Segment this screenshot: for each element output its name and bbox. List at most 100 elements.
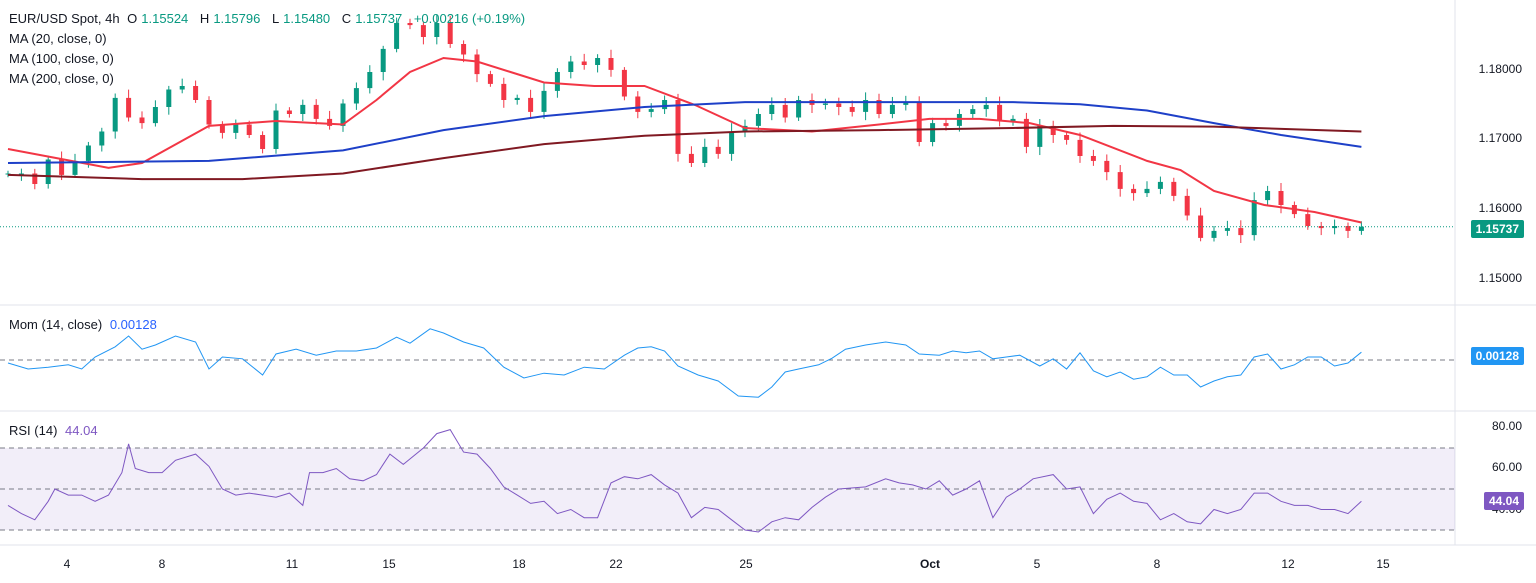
candle-body [1037, 125, 1043, 147]
candle-body [648, 109, 654, 112]
candle-body [407, 23, 413, 26]
candle-body [608, 58, 614, 70]
x-tick-11: 11 [285, 557, 299, 571]
candle-body [568, 61, 574, 72]
ma20-line [7, 56, 1362, 224]
candle-body [1064, 135, 1070, 140]
x-tick-25: 25 [739, 557, 753, 571]
candle-body [889, 104, 895, 114]
candle-body [139, 117, 145, 124]
candle-body [956, 114, 962, 126]
candle-body [621, 69, 627, 97]
momentum-value: 0.00128 [109, 317, 157, 332]
candle-body [903, 102, 909, 105]
candle-body [72, 160, 78, 175]
low-value: 1.15480 [283, 11, 331, 26]
rsi-legend[interactable]: RSI (14) 44.04 [9, 423, 102, 439]
candle-body [983, 104, 989, 110]
candle-body [179, 86, 185, 90]
candle-body [541, 90, 547, 112]
x-tick-18: 18 [512, 557, 526, 571]
candle-body [260, 135, 266, 149]
momentum-legend[interactable]: Mom (14, close) 0.00128 [9, 317, 161, 333]
candle-body [514, 97, 520, 100]
ma20-legend[interactable]: MA (20, close, 0) [9, 31, 107, 46]
x-tick-8: 8 [158, 557, 166, 571]
candle-body [863, 100, 869, 112]
candle-body [1171, 181, 1177, 196]
candle-body [286, 110, 292, 114]
candle-body [1104, 160, 1110, 173]
candle-body [461, 44, 467, 55]
candle-body [1144, 188, 1150, 194]
x-tick-oct: Oct [919, 557, 941, 571]
candle-body [5, 173, 11, 175]
rsi-line [7, 429, 1362, 533]
open-label: O [127, 11, 138, 26]
candle-body [1238, 228, 1244, 236]
candle-body [152, 107, 158, 124]
price-tick-4: 1.15000 [1478, 271, 1522, 285]
candle-body [447, 23, 453, 44]
candle-body [595, 58, 601, 65]
candle-body [166, 89, 172, 107]
price-tick-1: 1.18000 [1478, 62, 1522, 76]
open-value: 1.15524 [141, 11, 189, 26]
candle-body [353, 88, 359, 104]
candle-body [755, 114, 761, 126]
candle-body [688, 153, 694, 163]
candle-body [99, 131, 105, 146]
candle-body [822, 103, 828, 105]
candle-body [1224, 228, 1230, 231]
candle-body [1184, 195, 1190, 216]
candle-body [59, 159, 65, 175]
candle-body [1278, 191, 1284, 205]
price-tick-3: 1.16000 [1478, 201, 1522, 215]
candle-body [769, 104, 775, 114]
candle-body [380, 48, 386, 72]
ma200-legend[interactable]: MA (200, close, 0) [9, 71, 114, 86]
candle-body [635, 96, 641, 112]
candle-body [474, 54, 480, 75]
symbol-title: EUR/USD Spot, 4h [9, 11, 120, 26]
candle-body [394, 23, 400, 49]
x-tick-12: 12 [1281, 557, 1295, 571]
candle-body [434, 23, 440, 37]
x-tick-4: 4 [63, 557, 71, 571]
rsi-tick-80: 80.00 [1491, 419, 1522, 433]
rsi-label: RSI (14) [9, 423, 58, 438]
candle-body [1117, 172, 1123, 189]
candle-body [796, 100, 802, 118]
high-label: H [199, 11, 210, 26]
candle-body [206, 100, 212, 125]
ma200-line [7, 124, 1362, 181]
candle-body [729, 131, 735, 154]
x-tick-5: 5 [1033, 557, 1041, 571]
candle-body [1050, 125, 1056, 135]
ma100-legend[interactable]: MA (100, close, 0) [9, 51, 114, 66]
candle-body [45, 159, 51, 184]
candle-body [1010, 118, 1016, 121]
candle-body [1157, 181, 1163, 189]
candle-body [930, 123, 936, 142]
candle-body [715, 146, 721, 154]
candle-body [876, 100, 882, 114]
momentum-line [7, 328, 1362, 398]
candle-body [1318, 226, 1324, 229]
candle-body [233, 124, 239, 133]
candle-body [219, 124, 225, 133]
close-label: C [341, 11, 352, 26]
candle-body [702, 146, 708, 163]
candle-body [836, 103, 842, 107]
candle-body [246, 124, 252, 135]
rsi-tag: 44.04 [1483, 492, 1524, 510]
candle-body [327, 118, 333, 126]
candle-body [675, 100, 681, 154]
candle-body [997, 104, 1003, 121]
candle-body [849, 107, 855, 112]
candle-body [367, 72, 373, 89]
high-value: 1.15796 [213, 11, 261, 26]
rsi-value: 44.04 [65, 423, 98, 438]
candle-body [662, 100, 668, 110]
